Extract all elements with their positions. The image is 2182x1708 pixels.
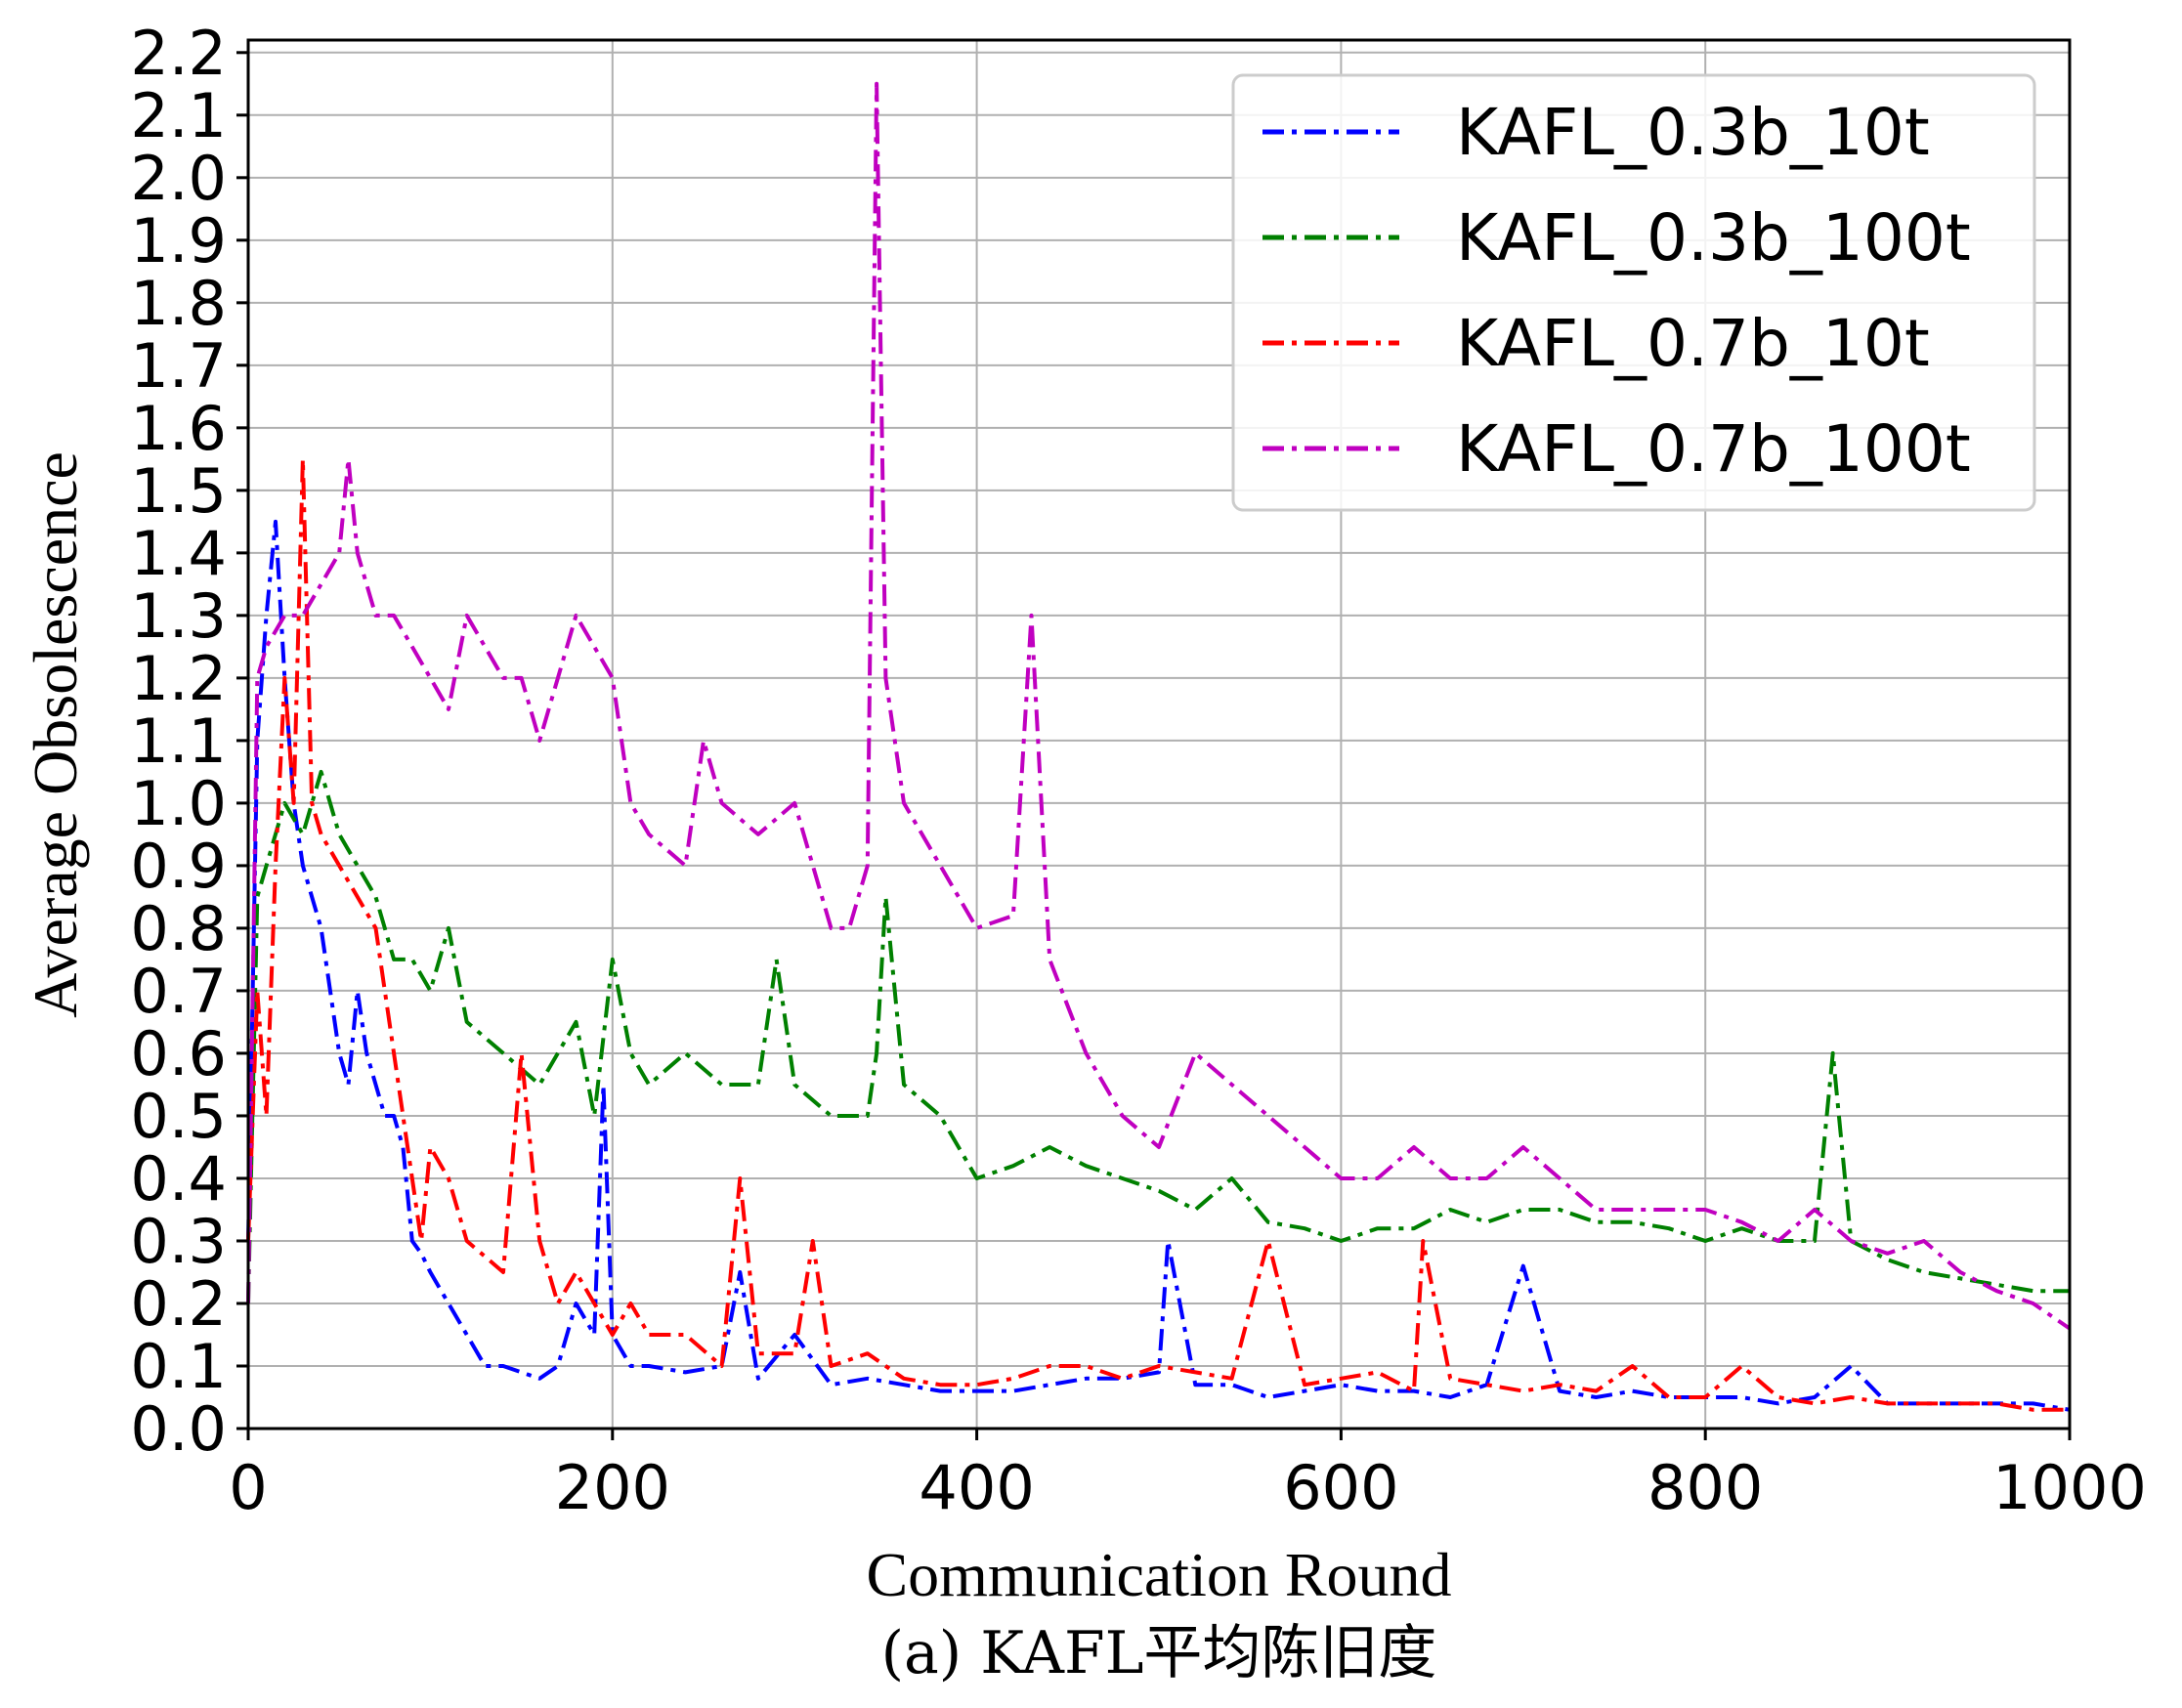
y-tick-label: 0.6	[130, 1018, 227, 1089]
figure-caption: (a) KAFL平均陈旧度	[881, 1619, 1437, 1687]
y-tick-label: 0.8	[130, 893, 227, 964]
plot-frame	[246, 38, 2072, 1430]
y-tick-label: 2.2	[130, 18, 227, 89]
y-tick-label: 1.0	[130, 768, 227, 839]
y-axis-ticks: 0.00.10.20.30.40.50.60.70.80.91.01.11.21…	[130, 18, 248, 1465]
y-tick-label: 1.9	[130, 205, 227, 277]
series-line-3	[246, 81, 2072, 1331]
legend-label-3: KAFL_0.7b_100t	[1456, 411, 1971, 487]
y-tick-label: 1.5	[130, 455, 227, 527]
x-tick-label: 600	[1283, 1452, 1398, 1523]
y-tick-label: 0.4	[130, 1143, 227, 1215]
y-tick-label: 1.3	[130, 580, 227, 652]
series-line-0	[246, 519, 2071, 1412]
legend-label-0: KAFL_0.3b_10t	[1456, 95, 1930, 170]
legend: KAFL_0.3b_10t KAFL_0.3b_100t KAFL_0.7b_1…	[1231, 73, 2036, 512]
y-tick-label: 0.7	[130, 956, 227, 1027]
x-tick-label: 1000	[1992, 1452, 2147, 1523]
x-tick-label: 200	[555, 1452, 670, 1523]
y-tick-label: 0.0	[130, 1393, 227, 1465]
y-tick-label: 0.1	[130, 1331, 227, 1402]
legend-label-1: KAFL_0.3b_100t	[1456, 200, 1971, 276]
y-axis-title: Average Obsolescence	[21, 451, 90, 1018]
y-tick-label: 0.5	[130, 1081, 227, 1152]
y-tick-label: 1.4	[130, 518, 227, 589]
y-tick-label: 2.1	[130, 80, 227, 151]
y-tick-label: 0.2	[130, 1268, 227, 1340]
x-axis-title: Communication Round	[866, 1540, 1451, 1609]
x-tick-label: 800	[1647, 1452, 1763, 1523]
legend-box	[1231, 73, 2036, 512]
legend-label-2: KAFL_0.7b_10t	[1456, 306, 1930, 381]
y-tick-label: 0.9	[130, 831, 227, 902]
y-tick-label: 0.3	[130, 1206, 227, 1277]
y-tick-label: 1.6	[130, 393, 227, 464]
series-line-2	[246, 456, 2070, 1412]
x-tick-label: 400	[919, 1452, 1034, 1523]
y-tick-label: 1.2	[130, 643, 227, 714]
y-tick-label: 1.8	[130, 268, 227, 339]
x-axis-ticks: 0 200 400 600 800 1000	[229, 1429, 2147, 1523]
y-tick-label: 1.7	[130, 330, 227, 402]
series-line-1	[246, 769, 2070, 1304]
x-tick-label: 0	[229, 1452, 267, 1523]
y-tick-label: 1.1	[130, 705, 227, 777]
series-lines	[246, 81, 2072, 1412]
y-tick-label: 2.0	[130, 143, 227, 214]
